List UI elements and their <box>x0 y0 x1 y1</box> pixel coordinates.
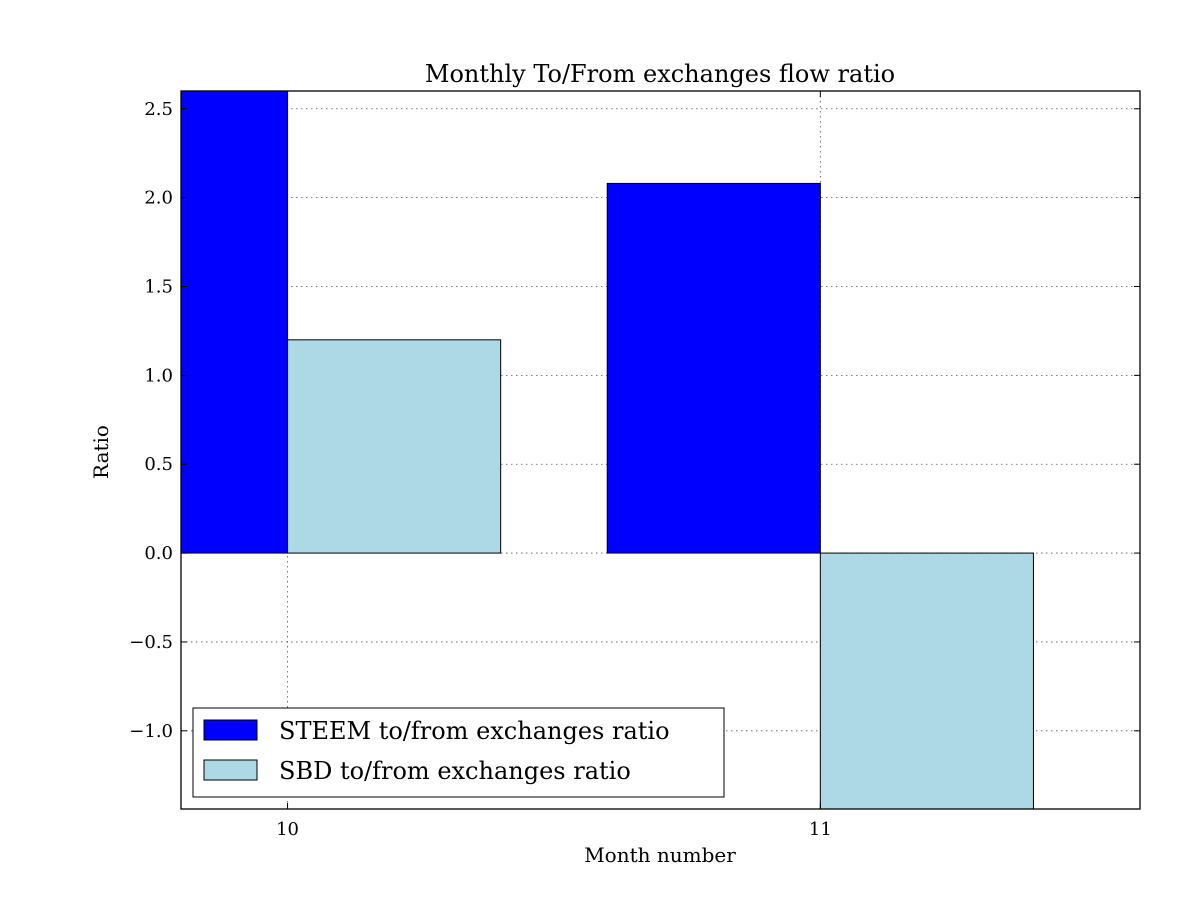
plot-frame <box>180 90 1141 810</box>
y-tick-label: 1.0 <box>144 365 173 386</box>
y-tick-label: 1.5 <box>144 276 173 297</box>
bar-steem-11 <box>606 182 821 554</box>
legend-label: SBD to/from exchanges ratio <box>279 757 631 785</box>
y-tick-label: −1.0 <box>129 721 173 742</box>
legend-swatch <box>203 719 258 741</box>
bar-sbd-11 <box>819 552 1034 809</box>
bar-sbd-10 <box>287 339 502 554</box>
y-tick-label: −0.5 <box>129 632 173 653</box>
y-tick-label: 0.0 <box>144 543 173 564</box>
legend-box <box>192 707 725 798</box>
bar-steem-10 <box>181 91 289 554</box>
y-tick-label: 0.5 <box>144 454 173 475</box>
legend: STEEM to/from exchanges ratio SBD to/from… <box>192 707 725 798</box>
legend-label: STEEM to/from exchanges ratio <box>279 717 670 745</box>
x-tick-label: 10 <box>276 819 299 840</box>
x-tick-label: 11 <box>809 819 832 840</box>
legend-swatch <box>203 759 258 781</box>
y-tick-label: 2.0 <box>144 188 173 209</box>
y-tick-label: 2.5 <box>144 99 173 120</box>
y-axis-label: Ratio <box>89 425 113 479</box>
axis-ticks: 2.5 2.0 1.5 1.0 0.5 0.0 −0.5 −1.0 10 11 <box>129 91 1140 840</box>
bars <box>181 91 1034 809</box>
x-axis-label: Month number <box>584 843 736 867</box>
chart-title: Monthly To/From exchanges flow ratio <box>425 60 895 88</box>
